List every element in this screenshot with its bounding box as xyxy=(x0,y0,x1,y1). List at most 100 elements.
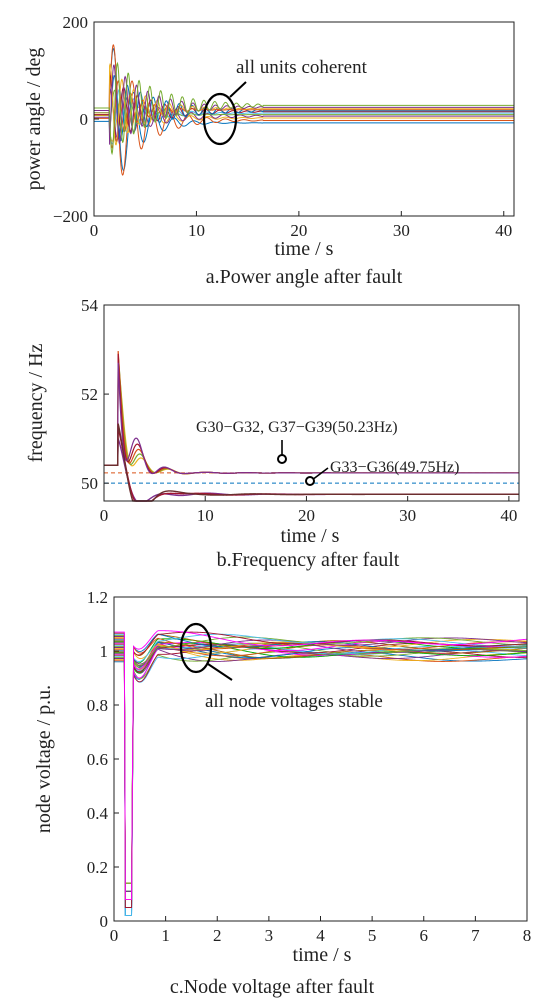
node-voltage-line xyxy=(114,638,528,892)
y-tick-label: 52 xyxy=(81,385,98,404)
node-voltage-line xyxy=(114,642,528,884)
x-tick-label: 20 xyxy=(298,506,315,525)
node-voltage-xlabel: time / s xyxy=(293,944,352,966)
y-tick-label: 0.8 xyxy=(87,696,108,715)
legend-pointer-group-2 xyxy=(311,467,329,481)
node-voltage-line xyxy=(114,649,528,884)
node-voltage-line xyxy=(114,642,528,892)
x-tick-label: 2 xyxy=(213,926,222,945)
x-tick-label: 4 xyxy=(316,926,325,945)
y-tick-label: 50 xyxy=(81,474,98,493)
node-voltage-line xyxy=(114,636,528,892)
stability-pointer xyxy=(207,663,233,681)
frequency-line-group-2 xyxy=(104,423,519,502)
x-tick-label: 0 xyxy=(100,506,109,525)
x-tick-label: 1 xyxy=(161,926,170,945)
y-tick-label: 1 xyxy=(100,642,109,661)
stability-annotation: all node voltages stable xyxy=(205,691,383,712)
x-tick-label: 30 xyxy=(399,506,416,525)
frequency-line-group-1 xyxy=(104,354,519,475)
y-tick-label: 1.2 xyxy=(87,588,108,607)
x-tick-label: 40 xyxy=(500,506,517,525)
node-voltage-ylabel: node voltage / p.u. xyxy=(33,685,55,833)
power-angle-caption: a.Power angle after fault xyxy=(206,266,403,288)
y-tick-label: 200 xyxy=(63,13,89,32)
node-voltage-series xyxy=(114,630,528,917)
frequency-line-group-1 xyxy=(104,353,519,475)
y-tick-label: 0.6 xyxy=(87,750,108,769)
legend-label-group-1: G30−G32, G37−G39(50.23Hz) xyxy=(196,419,398,436)
node-voltage-line xyxy=(114,648,528,892)
node-voltage-line xyxy=(114,630,528,900)
node-voltage-line xyxy=(114,643,528,917)
y-tick-label: 0.2 xyxy=(87,858,108,877)
y-tick-label: −200 xyxy=(53,207,88,226)
x-tick-label: 20 xyxy=(290,221,307,240)
x-tick-label: 30 xyxy=(393,221,410,240)
frequency-caption: b.Frequency after fault xyxy=(217,549,400,571)
node-voltage-line xyxy=(114,648,528,917)
node-voltage-line xyxy=(114,643,527,900)
legend-marker-group-1 xyxy=(277,454,287,464)
chart-frequency: 0 10 20 30 40 50 52 54 time / s frequency / Hz… xyxy=(25,296,520,571)
stability-ellipse xyxy=(179,622,213,674)
node-voltage-line xyxy=(114,641,528,884)
power-angle-line xyxy=(94,89,514,133)
frequency-line-group-1 xyxy=(104,362,519,475)
x-tick-label: 6 xyxy=(420,926,429,945)
coherence-ellipse xyxy=(202,92,238,146)
x-tick-label: 7 xyxy=(471,926,480,945)
power-angle-line xyxy=(94,61,514,156)
y-tick-label: 0 xyxy=(100,912,109,931)
power-angle-line xyxy=(94,87,514,140)
node-voltage-line xyxy=(114,643,528,900)
coherence-annotation: all units coherent xyxy=(236,57,368,78)
node-voltage-line xyxy=(114,637,528,900)
node-voltage-line xyxy=(114,633,528,917)
x-tick-label: 10 xyxy=(197,506,214,525)
frequency-ylabel: frequency / Hz xyxy=(25,343,47,462)
power-angle-ylabel: power angle / deg xyxy=(23,48,45,191)
node-voltage-line xyxy=(114,645,528,908)
frequency-axes-box xyxy=(103,304,520,502)
node-voltage-line xyxy=(114,640,528,900)
coherence-pointer xyxy=(229,81,247,98)
x-tick-label: 5 xyxy=(368,926,377,945)
x-tick-label: 40 xyxy=(495,221,512,240)
x-tick-label: 0 xyxy=(110,926,119,945)
x-tick-label: 8 xyxy=(523,926,532,945)
power-angle-line xyxy=(94,47,514,172)
legend-marker-group-2 xyxy=(305,476,315,486)
power-angle-xlabel: time / s xyxy=(275,238,334,260)
x-tick-label: 10 xyxy=(188,221,205,240)
node-voltage-line xyxy=(114,633,528,917)
power-angle-series xyxy=(94,43,514,176)
node-voltage-line xyxy=(114,637,528,908)
node-voltage-line xyxy=(114,634,528,884)
x-tick-label: 3 xyxy=(265,926,274,945)
node-voltage-line xyxy=(114,642,528,900)
node-voltage-caption: c.Node voltage after fault xyxy=(170,976,375,998)
node-voltage-line xyxy=(114,631,528,908)
frequency-xlabel: time / s xyxy=(281,525,340,547)
power-angle-line xyxy=(94,43,514,176)
y-tick-label: 0.4 xyxy=(87,804,109,823)
node-voltage-line xyxy=(114,645,528,917)
y-tick-label: 0 xyxy=(80,110,89,129)
node-voltage-line xyxy=(114,641,527,917)
frequency-series xyxy=(104,351,519,502)
power-angle-line xyxy=(94,99,514,142)
node-voltage-line xyxy=(114,641,528,908)
node-voltage-line xyxy=(114,634,528,884)
legend-label-group-2: G33−G36(49.75Hz) xyxy=(330,459,459,476)
node-voltage-line xyxy=(114,642,528,892)
frequency-line-group-1 xyxy=(104,351,519,475)
node-voltage-line xyxy=(114,642,528,908)
power-angle-line xyxy=(94,64,514,145)
y-tick-label: 54 xyxy=(81,296,99,315)
chart-node-voltage: 0 1 2 3 4 5 6 7 8 0 0.2 0.4 0.6 0.8 1 1.2 time / s nod… xyxy=(33,588,531,998)
x-tick-label: 0 xyxy=(90,221,99,240)
node-voltage-line xyxy=(114,643,528,908)
